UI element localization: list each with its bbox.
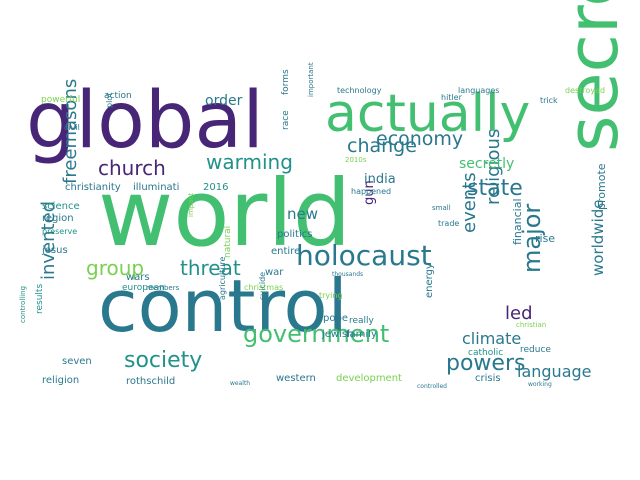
word-pope: pope <box>323 313 348 324</box>
word-order: order <box>205 93 243 109</box>
word-wealth: wealth <box>230 380 251 387</box>
word-christmas: christmas <box>244 283 284 292</box>
word-worldwide: worldwide <box>589 199 607 277</box>
word-warming: warming <box>206 150 293 174</box>
word-seven: seven <box>62 356 92 367</box>
word-energy: energy <box>424 263 435 298</box>
word-controlling: controlling <box>19 285 27 323</box>
word-trade: trade <box>438 219 460 228</box>
word-impact: impact <box>187 192 195 217</box>
word-family: family <box>346 329 377 340</box>
word-agriculture: agriculture <box>218 256 227 300</box>
word-society: society <box>124 348 203 373</box>
word-illuminati: illuminati <box>133 182 180 193</box>
word-natural: natural <box>223 225 233 258</box>
word-destroyed: destroyed <box>565 86 606 95</box>
word-action: action <box>104 91 132 101</box>
word-race: race <box>281 110 291 130</box>
word-world: world <box>98 160 352 267</box>
word-state: state <box>467 176 523 201</box>
word-global: global <box>26 76 264 166</box>
word-government: government <box>243 320 390 348</box>
word-trick: trick <box>540 96 558 105</box>
word-control: control <box>98 264 348 348</box>
word-promote: promote <box>595 163 608 210</box>
word-wars: wars <box>126 272 150 283</box>
word-actually: actually <box>325 84 531 144</box>
word-church: church <box>98 156 166 180</box>
word-religion: religion <box>42 375 80 386</box>
word-rise: rise <box>535 232 556 245</box>
word-civil: civil <box>64 123 80 132</box>
word-war: war <box>265 267 284 278</box>
word-christianity: christianity <box>65 182 121 193</box>
word-region: region <box>42 213 74 224</box>
word-jewish: jewish <box>322 329 354 340</box>
word-results: results <box>35 283 45 314</box>
word-politics: politics <box>277 229 313 240</box>
word-languages: languages <box>458 86 500 95</box>
word-christian: christian <box>516 321 547 329</box>
word-european: european <box>122 283 165 293</box>
word-group: group <box>86 256 145 280</box>
word-science: science <box>42 201 80 212</box>
word-important: important <box>307 62 315 97</box>
word-thousands: thousands <box>332 271 364 278</box>
word-plot: plot <box>105 92 114 108</box>
word-2016: 2016 <box>203 182 229 193</box>
word-language: language <box>517 362 592 381</box>
word-reduce: reduce <box>520 345 551 355</box>
word-holocaust: holocaust <box>296 239 432 272</box>
word-entire: entire <box>271 246 301 257</box>
word-climate: climate <box>462 329 522 348</box>
word-happened: happened <box>351 187 392 196</box>
word-catholic: catholic <box>468 348 504 358</box>
word-economy: economy <box>376 128 464 150</box>
word-india: india <box>364 172 396 187</box>
word-crisis: crisis <box>475 373 501 384</box>
word-events: events <box>459 172 480 233</box>
word-new: new <box>287 205 319 223</box>
word-secret: secret <box>552 0 634 152</box>
word-trying: trying <box>319 291 343 300</box>
word-working: working <box>528 381 552 388</box>
word-technology: technology <box>337 86 382 95</box>
word-led: led <box>505 303 533 324</box>
word-powers: powers <box>446 351 526 376</box>
word-development: development <box>336 373 402 384</box>
word-secretly: secretly <box>459 156 515 172</box>
word-financial: financial <box>511 198 524 245</box>
word-forms: forms <box>281 69 291 95</box>
word-preserve: preserve <box>42 227 78 236</box>
word-2010s: 2010s <box>345 156 367 164</box>
word-change: change <box>347 135 417 157</box>
word-controlled: controlled <box>417 383 447 390</box>
word-members: members <box>146 284 180 292</box>
word-hitler: hitler <box>441 93 462 102</box>
word-rothschild: rothschild <box>126 376 176 387</box>
word-jesus: jesus <box>42 245 68 256</box>
word-really: really <box>349 316 374 326</box>
word-small: small <box>432 204 451 212</box>
word-western: western <box>276 373 316 384</box>
word-threat: threat <box>180 256 241 280</box>
word-powerful: powerful <box>41 95 81 105</box>
